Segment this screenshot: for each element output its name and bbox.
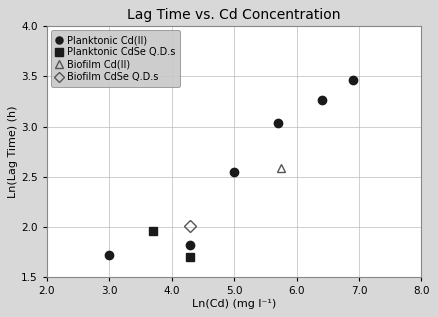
Planktonic Cd(II) <box>350 79 355 82</box>
Planktonic Cd(II) <box>188 243 193 247</box>
Y-axis label: Ln(Lag Time) (h): Ln(Lag Time) (h) <box>8 105 18 198</box>
Planktonic Cd(II) <box>231 170 237 173</box>
Line: Planktonic CdSe Q.D.s: Planktonic CdSe Q.D.s <box>149 227 194 261</box>
Planktonic Cd(II) <box>275 120 280 124</box>
X-axis label: Ln(Cd) (mg l⁻¹): Ln(Cd) (mg l⁻¹) <box>192 299 276 309</box>
Planktonic Cd(II) <box>319 99 324 102</box>
Legend: Planktonic Cd(II), Planktonic CdSe Q.D.s, Biofilm Cd(II), Biofilm CdSe Q.D.s: Planktonic Cd(II), Planktonic CdSe Q.D.s… <box>51 30 180 87</box>
Planktonic Cd(II) <box>106 253 112 257</box>
Planktonic CdSe Q.D.s <box>188 255 193 259</box>
Line: Planktonic Cd(II): Planktonic Cd(II) <box>105 76 357 259</box>
Planktonic CdSe Q.D.s <box>150 229 155 233</box>
Title: Lag Time vs. Cd Concentration: Lag Time vs. Cd Concentration <box>127 8 341 22</box>
